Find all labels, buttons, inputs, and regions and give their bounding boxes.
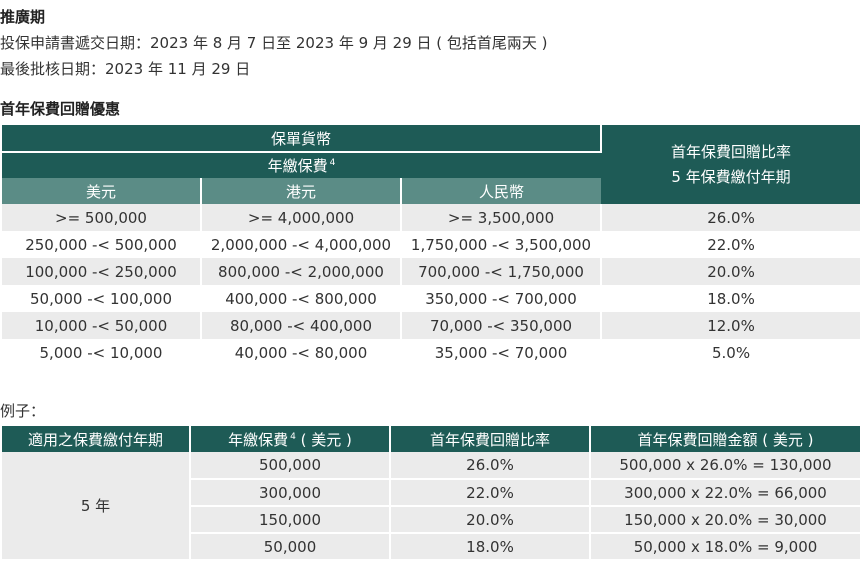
usd-range: 5,000 -< 10,000 [2, 339, 202, 366]
rebate-rate: 20.0% [390, 506, 591, 534]
table-row: 150,000 20.0% 150,000 x 20.0% = 30,000 [2, 506, 860, 534]
annual-premium: 500,000 [190, 452, 391, 480]
header-rebate-rate-line1: 首年保費回贈比率 [671, 142, 792, 161]
table-row: 50,000 18.0% 50,000 x 18.0% = 9,000 [2, 533, 860, 561]
rmb-range: 700,000 -< 1,750,000 [401, 258, 603, 285]
header-policy-currency: 保單貨幣 [2, 125, 603, 153]
rebate-table: 保單貨幣 首年保費回贈比率 5 年保費繳付年期 年繳保費 4 美元 港元 人民幣 … [2, 125, 861, 366]
hkd-range: 2,000,000 -< 4,000,000 [201, 231, 402, 258]
rmb-range: 70,000 -< 350,000 [401, 312, 603, 339]
usd-range: 50,000 -< 100,000 [2, 285, 202, 312]
header-rebate-rate: 首年保費回贈比率 [390, 426, 591, 452]
hkd-range: 400,000 -< 800,000 [201, 285, 402, 312]
rebate-amount: 150,000 x 20.0% = 30,000 [590, 506, 860, 534]
rmb-range: >= 3,500,000 [401, 204, 603, 231]
rmb-range: 1,750,000 -< 3,500,000 [401, 231, 603, 258]
rebate-rate: 5.0% [711, 343, 751, 362]
table-row: 5 年 500,000 26.0% 500,000 x 26.0% = 130,… [2, 452, 860, 561]
table-row: 50,000 -< 100,000 400,000 -< 800,000 350… [2, 285, 861, 312]
approval-date: 最後批核日期：2023 年 11 月 29 日 [0, 60, 251, 78]
table-row: >= 500,000 >= 4,000,000 >= 3,500,000 26.… [2, 204, 861, 231]
rebate-amount: 50,000 x 18.0% = 9,000 [590, 533, 860, 561]
rebate-rate: 18.0% [707, 289, 755, 308]
usd-range: 250,000 -< 500,000 [2, 231, 202, 258]
table-row: 5,000 -< 10,000 40,000 -< 80,000 35,000 … [2, 339, 861, 366]
rebate-rate: 26.0% [707, 208, 755, 227]
example-table: 適用之保費繳付年期 年繳保費 4 ( 美元 ) 首年保費回贈比率 首年保費回贈金額… [2, 426, 860, 561]
hkd-range: >= 4,000,000 [201, 204, 402, 231]
rebate-amount: 300,000 x 22.0% = 66,000 [590, 479, 860, 507]
rebate-rate: 26.0% [390, 452, 591, 480]
header-rebate-amount: 首年保費回贈金額 ( 美元 ) [590, 426, 860, 452]
rebate-rate: 22.0% [707, 235, 755, 254]
header-annual-premium-usd: 年繳保費 4 ( 美元 ) [190, 426, 391, 452]
promo-title: 推廣期 [0, 8, 46, 26]
header-rebate-rate: 首年保費回贈比率 5 年保費繳付年期 [601, 125, 861, 204]
hkd-range: 80,000 -< 400,000 [201, 312, 402, 339]
rebate-amount: 500,000 x 26.0% = 130,000 [590, 452, 860, 480]
usd-range: 100,000 -< 250,000 [2, 258, 202, 285]
table-row: 10,000 -< 50,000 80,000 -< 400,000 70,00… [2, 312, 861, 339]
header-hkd: 港元 [201, 178, 402, 204]
rebate-rate: 12.0% [707, 316, 755, 335]
rmb-range: 35,000 -< 70,000 [401, 339, 603, 366]
footnote-marker: 4 [329, 158, 336, 168]
header-premium-unit: ( 美元 ) [300, 430, 352, 449]
header-premium-label: 年繳保費 [228, 430, 289, 449]
payment-term-value: 5 年 [2, 452, 191, 561]
footnote-marker: 4 [290, 431, 296, 442]
header-annual-premium: 年繳保費 4 [2, 152, 602, 178]
rebate-title: 首年保費回贈優惠 [0, 100, 121, 118]
annual-premium: 50,000 [190, 533, 391, 561]
rebate-rate: 22.0% [390, 479, 591, 507]
annual-premium: 300,000 [190, 479, 391, 507]
usd-range: >= 500,000 [2, 204, 202, 231]
table-row: 300,000 22.0% 300,000 x 22.0% = 66,000 [2, 479, 860, 507]
rebate-rate: 18.0% [390, 533, 591, 561]
header-usd: 美元 [2, 178, 202, 204]
header-payment-term: 適用之保費繳付年期 [2, 426, 191, 452]
header-rmb: 人民幣 [401, 178, 602, 204]
hkd-range: 40,000 -< 80,000 [201, 339, 402, 366]
header-annual-premium-label: 年繳保費 [267, 157, 328, 175]
submission-period: 投保申請書遞交日期：2023 年 8 月 7 日至 2023 年 9 月 29 … [0, 34, 548, 52]
table-row: 250,000 -< 500,000 2,000,000 -< 4,000,00… [2, 231, 861, 258]
example-title: 例子： [0, 402, 46, 420]
rmb-range: 350,000 -< 700,000 [401, 285, 603, 312]
rebate-rate: 20.0% [707, 262, 755, 281]
table-row: 100,000 -< 250,000 800,000 -< 2,000,000 … [2, 258, 861, 285]
usd-range: 10,000 -< 50,000 [2, 312, 202, 339]
header-rebate-rate-line2: 5 年保費繳付年期 [671, 167, 791, 186]
hkd-range: 800,000 -< 2,000,000 [201, 258, 402, 285]
annual-premium: 150,000 [190, 506, 391, 534]
